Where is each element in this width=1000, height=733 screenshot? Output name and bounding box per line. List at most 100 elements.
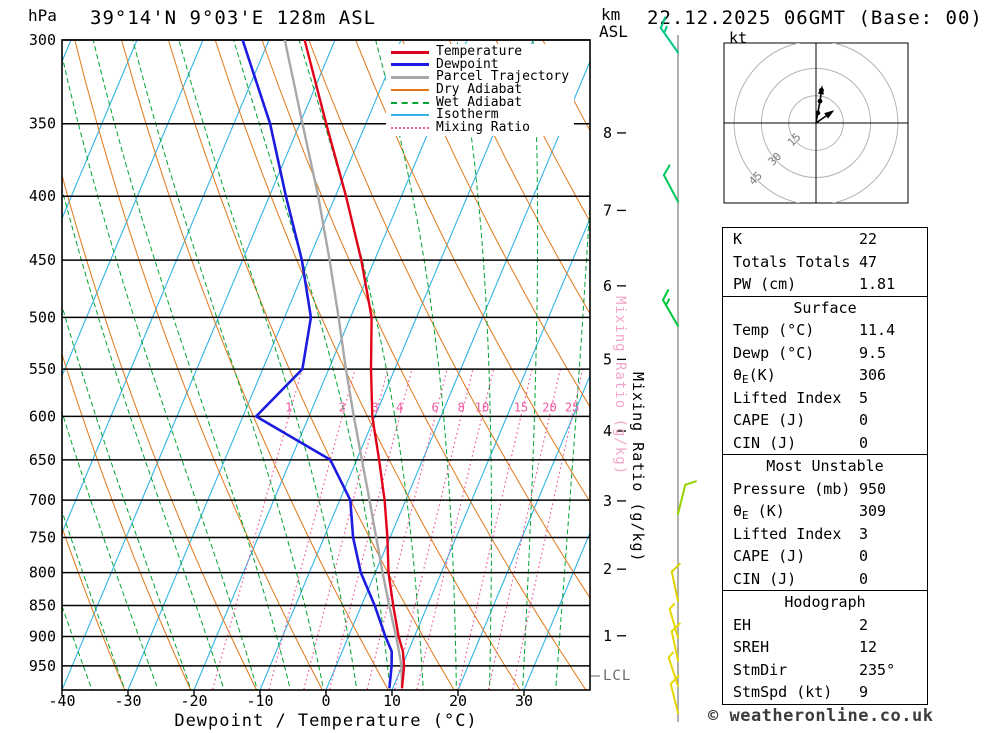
mixing-ratio-label: 25 xyxy=(565,400,579,414)
km-tick-label: 2 xyxy=(603,560,612,578)
table-row-label-pre: θ xyxy=(733,366,743,384)
table-row-label-post: (K) xyxy=(748,502,785,520)
hodograph-unit-label: kt xyxy=(729,29,748,47)
wind-barb xyxy=(662,164,679,203)
pressure-tick-label: 700 xyxy=(29,491,56,509)
table-row-value: 0 xyxy=(859,433,869,452)
pressure-tick-label: 450 xyxy=(29,251,56,269)
x-axis-label: Dewpoint / Temperature (°C) xyxy=(174,711,478,731)
temp-tick-label: 10 xyxy=(383,692,401,710)
pressure-tick-label: 500 xyxy=(29,308,56,326)
table-row-label: Totals Totals xyxy=(733,252,851,271)
pressure-tick-label: 300 xyxy=(29,31,56,49)
table-row: Lifted Index 5 xyxy=(723,387,927,410)
table-row-label-post: (K) xyxy=(748,366,776,384)
legend-line-sample xyxy=(391,114,429,117)
temp-tick-label: 30 xyxy=(515,692,533,710)
table-row-label: Temp (°C) xyxy=(733,321,815,339)
table-row-label: CIN (J) xyxy=(733,433,797,452)
temp-tick-label: 20 xyxy=(449,692,467,710)
table-row: StmSpd (kt) 9 xyxy=(723,681,927,704)
table-row-label: K xyxy=(733,230,743,248)
table-row-label: StmSpd (kt) xyxy=(733,683,833,701)
table-row-label: θE (K) xyxy=(733,500,785,528)
copyright-text: © weatheronline.co.uk xyxy=(708,706,934,726)
table-row: K 22 xyxy=(723,228,927,251)
indices-tables: K 22 Totals Totals 47 PW (cm) 1.81 Surface Temp… xyxy=(722,227,928,705)
table-row-label: θE(K) xyxy=(733,364,776,392)
indices-table: Most Unstable Pressure (mb) 950 θE (K) 309 Li… xyxy=(722,454,928,591)
pressure-axis-unit-label: hPa xyxy=(28,6,57,25)
pressure-tick-label: 650 xyxy=(29,451,56,469)
mixing-ratio-label: 8 xyxy=(458,400,465,414)
legend-line-sample xyxy=(391,75,429,79)
km-tick-label: 5 xyxy=(603,350,612,368)
indices-table: K 22 Totals Totals 47 PW (cm) 1.81 xyxy=(722,227,928,297)
table-row-value: 306 xyxy=(859,366,887,384)
legend-line-sample xyxy=(391,126,429,129)
legend-item-label: Wet Adiabat xyxy=(436,94,523,110)
legend-item: Dewpoint xyxy=(391,58,569,72)
table-row-value: 950 xyxy=(859,479,887,498)
legend-item-label: Isotherm xyxy=(436,107,499,123)
dewpoint-curve xyxy=(241,40,393,689)
wet-adiabat-lines xyxy=(62,40,590,690)
mixing-ratio-label: 20 xyxy=(542,400,556,414)
storm-motion-arrowhead xyxy=(824,110,835,119)
legend-item: Dry Adiabat xyxy=(391,83,569,97)
table-row-value: 0 xyxy=(859,569,869,588)
mixing-ratio-label: 1 xyxy=(285,400,292,414)
table-row-label-pre: θ xyxy=(733,502,743,520)
mixing-ratio-label: 2 xyxy=(339,400,346,414)
pressure-tick-label: 750 xyxy=(29,529,56,547)
isotherm-lines xyxy=(62,40,590,690)
table-row-label: Lifted Index xyxy=(733,524,842,543)
altitude-axis-unit-km: km xyxy=(601,5,621,24)
table-row: SREH 12 xyxy=(723,636,927,659)
pressure-tick-label: 400 xyxy=(29,187,56,205)
wind-barb xyxy=(670,622,681,662)
km-tick-label: 3 xyxy=(603,492,612,510)
table-header: Hodograph xyxy=(784,593,866,611)
plot-frame xyxy=(61,39,591,691)
table-row-label: EH xyxy=(733,615,752,634)
table-row-value: 22 xyxy=(859,230,878,248)
table-row: Lifted Index 3 xyxy=(723,523,927,546)
temperature-curve xyxy=(303,40,406,689)
lcl-marker-label: LCL xyxy=(603,668,632,684)
table-header: Most Unstable xyxy=(766,457,884,475)
table-row-value: 0 xyxy=(859,411,869,429)
mixing-ratio-value-labels: 1 2 3 4 6 8 10 15 20 25 xyxy=(285,400,579,414)
table-row: CAPE (J) 0 xyxy=(723,545,927,568)
table-row: CIN (J) 0 xyxy=(723,432,927,455)
table-row-value: 3 xyxy=(859,524,869,543)
table-row-label: Lifted Index xyxy=(733,388,842,407)
table-row-value: 47 xyxy=(859,252,878,271)
station-title: 39°14'N 9°03'E 128m ASL xyxy=(90,7,377,29)
mixing-ratio-axis-label: Mixing Ratio (g/kg) xyxy=(629,372,647,563)
legend-line-sample xyxy=(391,89,429,92)
wind-barb xyxy=(668,603,679,639)
wind-barb xyxy=(669,674,680,714)
pressure-tick-label: 350 xyxy=(29,115,56,133)
mixing-ratio-label: 3 xyxy=(372,400,379,414)
hodograph-trace-point xyxy=(815,110,821,116)
km-tick-label: 1 xyxy=(603,627,612,645)
mixing-ratio-label: 10 xyxy=(475,400,489,414)
pressure-tick-label: 900 xyxy=(29,628,56,646)
table-row: θE(K) 306 xyxy=(723,364,927,387)
legend-line-sample xyxy=(391,50,429,54)
legend-item: Parcel Trajectory xyxy=(391,70,569,84)
wind-barb xyxy=(662,289,679,327)
temp-tick-label: -20 xyxy=(180,692,207,710)
table-row: EH 2 xyxy=(723,614,927,637)
wind-barb xyxy=(667,651,679,688)
table-row: CIN (J) 0 xyxy=(723,568,927,591)
temp-tick-label: -30 xyxy=(114,692,141,710)
pressure-tick-label: 600 xyxy=(29,407,56,425)
table-row-value: 1.81 xyxy=(859,275,896,293)
table-header: Surface xyxy=(793,298,857,317)
legend-item: Mixing Ratio xyxy=(391,121,569,135)
